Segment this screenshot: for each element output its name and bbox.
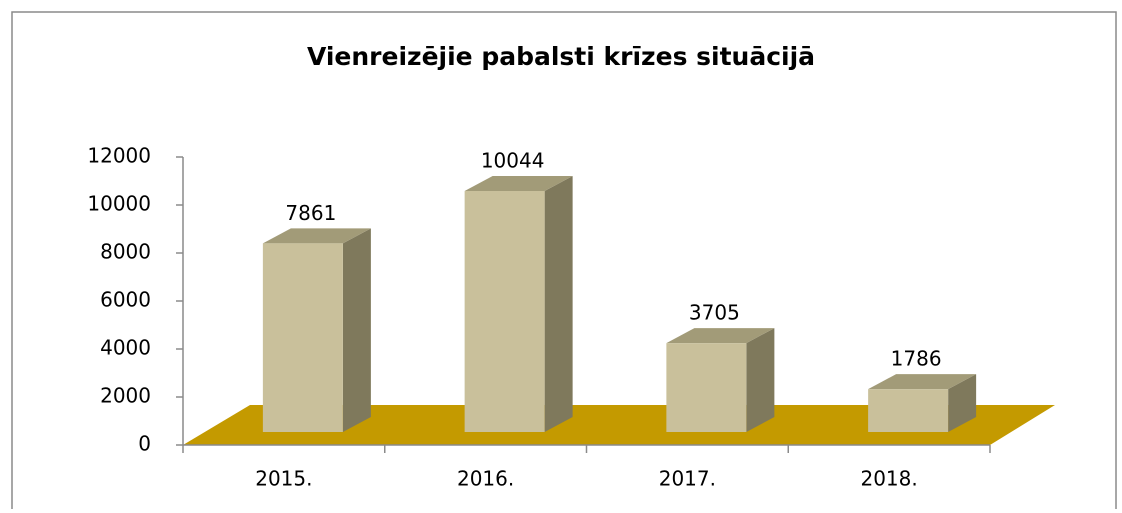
bar-front <box>868 389 949 432</box>
value-label: 10044 <box>481 148 545 172</box>
y-tick-label: 12000 <box>87 144 151 168</box>
x-tick-label: 2016. <box>457 467 514 491</box>
bar-front <box>666 343 747 432</box>
bar-top <box>666 328 775 344</box>
value-label: 1786 <box>891 347 942 371</box>
bar-side <box>544 175 573 432</box>
bar <box>262 228 371 432</box>
bar-top <box>464 175 573 191</box>
bar-top <box>262 228 371 244</box>
x-tick-label: 2015. <box>255 467 312 491</box>
y-tick-label: 2000 <box>100 384 151 408</box>
bar-front <box>262 243 343 432</box>
y-tick-label: 10000 <box>87 192 151 216</box>
x-tick-label: 2018. <box>860 467 917 491</box>
y-tick-label: 0 <box>138 432 151 456</box>
value-label: 7861 <box>285 201 336 225</box>
bar <box>666 328 775 432</box>
value-label: 3705 <box>689 301 740 325</box>
chart-title: Vienreizējie pabalsti krīzes situācijā <box>307 42 815 71</box>
bar-front <box>464 190 545 432</box>
y-tick-label: 4000 <box>100 336 151 360</box>
y-tick-label: 8000 <box>100 240 151 264</box>
bar-side <box>342 228 371 432</box>
bar-side <box>948 374 977 432</box>
bar-side <box>746 328 775 432</box>
bar <box>868 374 977 432</box>
bar <box>464 175 573 432</box>
bar-top <box>868 374 977 390</box>
x-tick-label: 2017. <box>659 467 716 491</box>
y-tick-label: 6000 <box>100 288 151 312</box>
floor <box>183 405 1055 445</box>
